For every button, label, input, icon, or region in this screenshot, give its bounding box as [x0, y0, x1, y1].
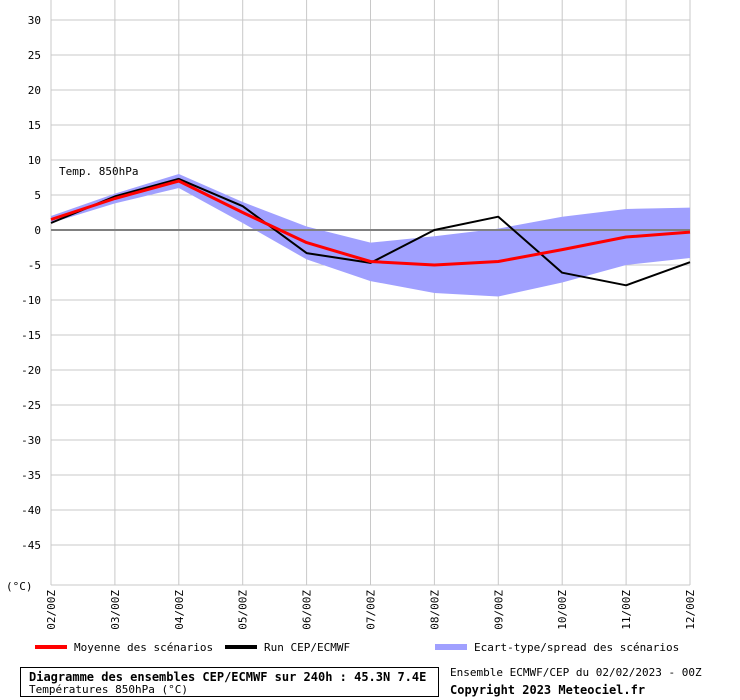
y-tick-label: -40 [21, 504, 41, 517]
series-lines [50, 177, 691, 287]
y-tick-labels: 30 25 20 15 10 5 0 -5 -10 -15 -20 -25 -30 -35 -40 -45 [21, 14, 41, 552]
footer-title-box: Diagramme des ensembles CEP/ECMWF sur 24… [20, 667, 439, 697]
x-tick-label: 02/00Z [45, 590, 58, 630]
spread-band [51, 174, 690, 297]
footer-info: Ensemble ECMWF/CEP du 02/02/2023 - 00Z C… [450, 666, 735, 700]
legend-run-swatch [225, 645, 257, 649]
y-tick-label: 10 [28, 154, 41, 167]
grid-lines [50, 0, 691, 586]
legend: Moyenne des scénarios Run CEP/ECMWF Ecar… [35, 641, 679, 654]
x-tick-label: 10/00Z [556, 590, 569, 630]
mean-series-line [50, 179, 691, 267]
y-tick-label: -15 [21, 329, 41, 342]
legend-spread-label: Ecart-type/spread des scénarios [474, 641, 679, 654]
x-tick-labels: 02/00Z 03/00Z 04/00Z 05/00Z 06/00Z 07/00Z 08/0… [45, 590, 697, 630]
y-tick-label: -5 [28, 259, 41, 272]
y-tick-label: -25 [21, 399, 41, 412]
y-tick-label: -20 [21, 364, 41, 377]
y-tick-label: 5 [34, 189, 41, 202]
ensemble-chart: 30 25 20 15 10 5 0 -5 -10 -15 -20 -25 -30 -35 -40 -45 0… [6, 0, 697, 654]
y-tick-label: 25 [28, 49, 41, 62]
x-tick-label: 08/00Z [428, 590, 441, 630]
legend-mean-swatch [35, 645, 67, 649]
ensemble-run-info: Ensemble ECMWF/CEP du 02/02/2023 - 00Z [450, 666, 702, 679]
x-tick-label: 12/00Z [684, 590, 697, 630]
x-tick-label: 09/00Z [492, 590, 505, 630]
y-tick-label: 15 [28, 119, 41, 132]
y-tick-label: -45 [21, 539, 41, 552]
x-tick-label: 07/00Z [365, 590, 378, 630]
spread-band-area [51, 174, 690, 297]
footer-subtitle: Températures 850hPa (°C) [29, 683, 188, 696]
x-tick-label: 05/00Z [237, 590, 250, 630]
y-tick-label: 20 [28, 84, 41, 97]
y-tick-label: -10 [21, 294, 41, 307]
legend-mean-label: Moyenne des scénarios [74, 641, 213, 654]
copyright: Copyright 2023 Meteociel.fr [450, 683, 646, 697]
footer-title: Diagramme des ensembles CEP/ECMWF sur 24… [29, 670, 427, 684]
x-tick-label: 03/00Z [109, 590, 122, 630]
y-tick-label: -35 [21, 469, 41, 482]
legend-spread-swatch [435, 644, 467, 650]
y-tick-label: -30 [21, 434, 41, 447]
x-tick-label: 04/00Z [173, 590, 186, 630]
x-tick-label: 06/00Z [301, 590, 314, 630]
x-tick-label: 11/00Z [620, 590, 633, 630]
y-axis-label: (°C) [6, 580, 33, 593]
y-tick-label: 30 [28, 14, 41, 27]
y-tick-label: 0 [34, 224, 41, 237]
legend-run-label: Run CEP/ECMWF [264, 641, 350, 654]
chart-annotation: Temp. 850hPa [59, 165, 138, 178]
